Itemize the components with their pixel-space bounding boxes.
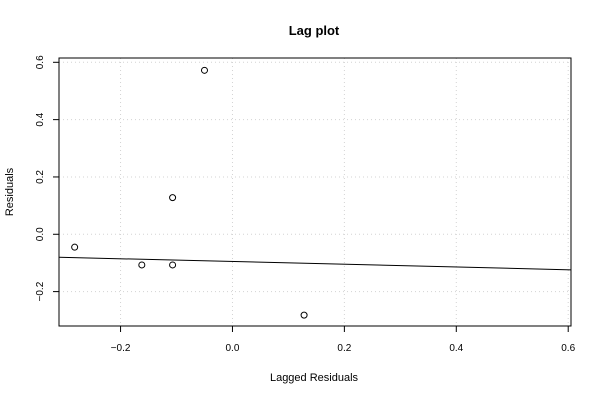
- x-tick-label: 0.4: [449, 343, 463, 354]
- grid-lines: [59, 58, 571, 326]
- x-tick-label: 0.6: [561, 343, 575, 354]
- x-tick-label: 0.2: [337, 343, 351, 354]
- x-tick-label: 0.0: [226, 343, 240, 354]
- y-axis: −0.2 0.0 0.2 0.4 0.6: [35, 55, 59, 301]
- y-tick-label: 0.6: [35, 55, 46, 69]
- chart-title: Lag plot: [289, 23, 340, 38]
- data-point: [169, 261, 177, 269]
- data-point: [71, 243, 79, 251]
- data-point: [200, 66, 208, 74]
- regression-line: [58, 256, 572, 271]
- y-tick-label: 0.4: [35, 112, 46, 126]
- y-axis-label: Residuals: [4, 167, 16, 216]
- data-point: [169, 194, 177, 202]
- y-tick-label: 0.2: [35, 170, 46, 184]
- x-tick-label: −0.2: [111, 343, 131, 354]
- data-points: [71, 66, 308, 319]
- plot-frame: [58, 57, 572, 327]
- y-tick-label: 0.0: [35, 227, 46, 241]
- data-point: [138, 261, 146, 269]
- y-tick-label: −0.2: [35, 281, 46, 301]
- x-axis-label: Lagged Residuals: [270, 372, 359, 384]
- x-axis: −0.2 0.0 0.2 0.4 0.6: [111, 326, 576, 354]
- fit-line-group: [58, 256, 572, 271]
- data-point: [300, 311, 308, 319]
